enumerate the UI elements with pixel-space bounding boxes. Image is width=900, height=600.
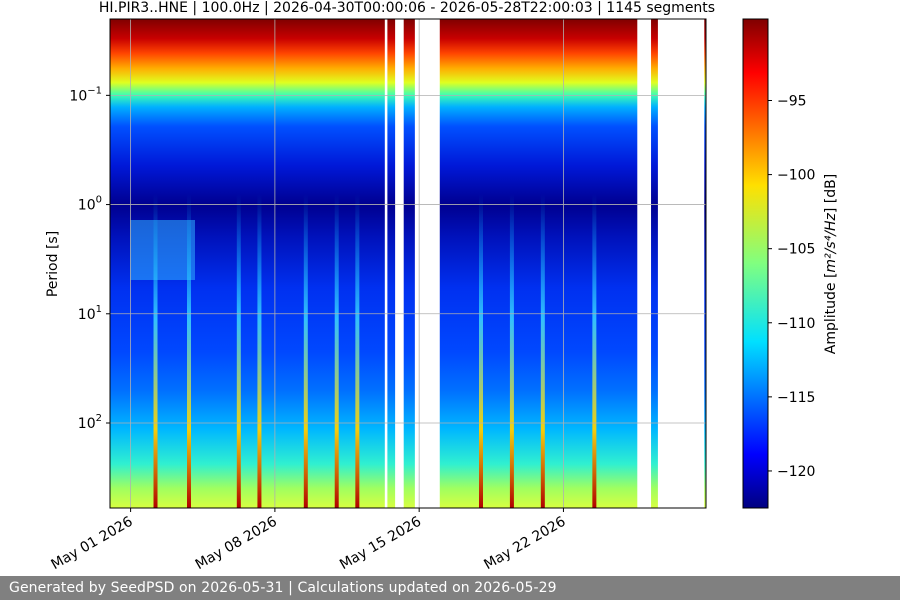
- colorbar-tick-label-0: −95: [777, 94, 807, 110]
- grid-layer: [110, 19, 706, 508]
- colorbar-label: Amplitude [m²/s⁴/Hz] [dB]: [823, 174, 839, 354]
- colorbar: [742, 18, 769, 509]
- plot-frame: [109, 18, 707, 509]
- y-tick-label-2: 101: [78, 304, 102, 323]
- footer-text: Generated by SeedPSD on 2026-05-31 | Cal…: [9, 580, 557, 596]
- microseism-patch: [130, 220, 195, 280]
- spike-9: [540, 193, 545, 508]
- data-gap-3: [637, 19, 652, 508]
- data-gap-1: [395, 19, 404, 508]
- spike-6: [355, 193, 360, 508]
- data-gap-0: [384, 19, 388, 508]
- spike-5: [334, 193, 339, 508]
- plot-area: [110, 19, 706, 508]
- spike-2: [236, 193, 241, 508]
- footer-bar: Generated by SeedPSD on 2026-05-31 | Cal…: [0, 576, 900, 600]
- data-gap-2: [414, 19, 440, 508]
- colorbar-tick-label-3: −110: [777, 316, 815, 332]
- x-tick-label-2: May 15 2026: [337, 514, 424, 574]
- spike-4: [303, 193, 308, 508]
- spike-10: [592, 193, 597, 508]
- colorbar-tick-label-5: −120: [777, 464, 815, 480]
- y-axis-ticks: 10−1 100 101 102: [69, 85, 110, 432]
- x-tick-label-3: May 22 2026: [481, 514, 568, 574]
- y-tick-label-1: 100: [78, 195, 102, 214]
- psd-chart: HI.PIR3..HNE | 100.0Hz | 2026-04-30T00:0…: [45, 0, 839, 573]
- spike-0: [153, 193, 158, 508]
- spikes-layer: [153, 193, 597, 508]
- colorbar-tick-label-1: −100: [777, 168, 815, 184]
- spike-3: [257, 193, 262, 508]
- x-tick-label-0: May 01 2026: [49, 514, 136, 574]
- colorbar-tick-label-2: −105: [777, 242, 815, 258]
- x-tick-label-1: May 08 2026: [193, 514, 280, 574]
- colorbar-tick-label-4: −115: [777, 390, 815, 406]
- y-tick-label-0: 10−1: [69, 85, 102, 104]
- spike-8: [509, 193, 514, 508]
- chart-title: HI.PIR3..HNE | 100.0Hz | 2026-04-30T00:0…: [99, 0, 715, 16]
- y-tick-label-3: 102: [78, 413, 102, 432]
- x-axis-ticks: May 01 2026 May 08 2026 May 15 2026 May 22 …: [49, 508, 569, 573]
- spike-1: [187, 193, 192, 508]
- spectrogram-fill: [110, 19, 706, 508]
- spike-7: [478, 193, 483, 508]
- colorbar-ticks: −95 −100 −105 −110 −115 −120: [768, 94, 815, 480]
- y-axis-label: Period [s]: [45, 231, 61, 297]
- data-gap-4: [657, 19, 705, 508]
